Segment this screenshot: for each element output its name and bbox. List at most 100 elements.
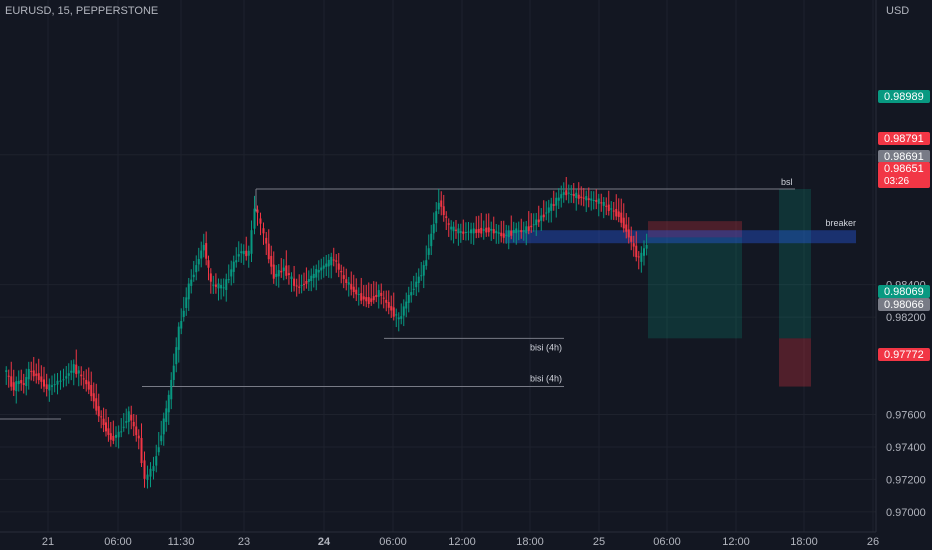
candle-body xyxy=(427,248,430,255)
x-tick-label: 18:00 xyxy=(790,536,818,548)
candle-body xyxy=(330,256,333,266)
y-tick-label: 0.98200 xyxy=(886,312,926,324)
price-label-text: 0.98989 xyxy=(884,91,924,103)
candle-body xyxy=(452,226,455,232)
candle-body xyxy=(552,204,555,206)
candle-body xyxy=(547,207,550,213)
candle-body xyxy=(220,284,223,289)
candle-body xyxy=(372,296,375,301)
candle-body xyxy=(272,264,275,279)
price-label-bg xyxy=(878,90,930,103)
candle-body xyxy=(397,317,400,320)
x-tick-label: 24 xyxy=(318,536,331,548)
candle-body xyxy=(570,194,573,196)
candle-body xyxy=(527,226,530,231)
price-label-bg xyxy=(878,285,930,298)
candle-body xyxy=(177,326,180,350)
candle-body xyxy=(347,282,350,285)
x-tick-label: 25 xyxy=(593,536,605,548)
candle-body xyxy=(417,276,420,283)
candle-body xyxy=(259,218,262,224)
candle-body xyxy=(127,411,130,422)
candle-body xyxy=(205,243,208,259)
candle-body xyxy=(45,384,48,390)
candle-body xyxy=(455,229,457,231)
candle-body xyxy=(492,229,495,234)
candle-body xyxy=(165,408,168,422)
candle-body xyxy=(520,230,523,233)
candle-body xyxy=(195,265,198,273)
candle-body xyxy=(253,208,256,229)
candle-body xyxy=(117,431,120,438)
price-label-bg xyxy=(878,150,930,163)
candle-body xyxy=(607,204,610,211)
candle-body xyxy=(303,283,305,285)
candle-body xyxy=(355,289,358,295)
candle-body xyxy=(587,198,590,201)
candle-body xyxy=(27,368,30,380)
candle-body xyxy=(80,374,83,377)
candle-body xyxy=(56,380,59,385)
candle-body xyxy=(482,229,485,231)
candle-body xyxy=(267,243,270,260)
candle-body xyxy=(157,447,160,453)
candle-body xyxy=(5,370,8,372)
candle-body xyxy=(182,310,185,317)
candle-body xyxy=(275,273,278,277)
candle-body xyxy=(20,380,23,384)
candle-body xyxy=(337,263,340,270)
candle-body xyxy=(415,281,418,288)
candle-body xyxy=(12,382,15,391)
time-axis[interactable]: 21 06:00 11:30 23 24 06:00 12:00 18:00 25 06:00 12… xyxy=(42,536,879,548)
candle-body xyxy=(187,283,190,300)
candle-body xyxy=(402,306,405,316)
candle-body xyxy=(470,229,473,234)
candle-body xyxy=(643,248,645,256)
candle-body xyxy=(340,270,343,273)
candle-body xyxy=(382,297,385,299)
candle-body xyxy=(350,283,353,290)
candle-body xyxy=(557,197,560,201)
candle-body xyxy=(620,212,623,223)
candle-body xyxy=(407,294,410,303)
candle-body xyxy=(160,435,163,442)
candle-body xyxy=(162,418,165,435)
y-tick-label: 0.97200 xyxy=(886,474,926,486)
candle-body xyxy=(580,196,583,198)
candle-body xyxy=(612,210,615,212)
candle-body xyxy=(152,466,155,472)
candle-body xyxy=(30,370,33,372)
candle-body xyxy=(325,263,328,267)
candle-body xyxy=(240,251,243,254)
candle-body xyxy=(135,426,138,436)
candle-body xyxy=(540,215,543,221)
candle-body xyxy=(360,293,363,301)
candle-body xyxy=(48,384,51,391)
time-axis-bg xyxy=(0,532,932,550)
candle-body xyxy=(245,250,248,257)
candle-body xyxy=(10,376,13,387)
candle-body xyxy=(85,379,88,385)
x-tick-label: 12:00 xyxy=(722,536,750,548)
candle-body xyxy=(132,421,135,427)
candle-body xyxy=(542,214,545,218)
candle-body xyxy=(237,254,240,257)
candle-body xyxy=(385,299,388,303)
candle-body xyxy=(214,284,217,287)
candle-body xyxy=(277,270,280,277)
candle-body xyxy=(517,230,520,232)
x-tick-label: 23 xyxy=(238,536,250,548)
candle-body xyxy=(90,385,93,397)
candle-body xyxy=(637,256,640,258)
candle-body xyxy=(487,227,490,233)
y-tick-label: 0.97400 xyxy=(886,442,926,454)
candle-body xyxy=(562,192,565,195)
candle-body xyxy=(35,373,38,376)
candle-body xyxy=(305,281,308,284)
candle-body xyxy=(77,370,80,374)
annotation-labels: bsl breaker bisi (4h) bisi (4h) xyxy=(530,177,856,384)
candle-body xyxy=(212,284,215,286)
candle-body xyxy=(422,265,425,276)
price-label-bg xyxy=(878,132,930,145)
